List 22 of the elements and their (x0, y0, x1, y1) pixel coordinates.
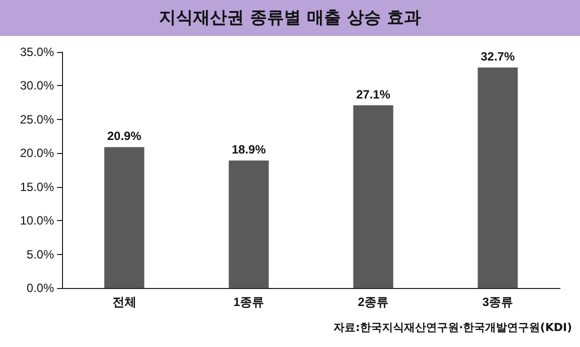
y-tick-label: 15.0% (20, 180, 54, 194)
data-label: 27.1% (356, 87, 391, 102)
x-tick-label: 3종류 (482, 295, 514, 309)
chart-title: 지식재산권 종류별 매출 상승 효과 (0, 0, 580, 36)
bar (353, 105, 394, 288)
bar (228, 160, 269, 288)
data-label: 32.7% (480, 50, 516, 64)
y-tick-label: 30.0% (20, 78, 54, 93)
y-tick-label: 5.0% (26, 247, 54, 262)
y-tick-label: 10.0% (20, 214, 54, 228)
y-tick-label: 0.0% (26, 281, 54, 295)
x-tick-label: 1종류 (233, 295, 264, 309)
x-tick-label: 2종류 (358, 295, 389, 309)
x-tick-label: 전체 (112, 295, 136, 309)
data-label: 18.9% (232, 142, 266, 157)
y-tick-label: 25.0% (20, 112, 54, 126)
data-label: 20.9% (107, 129, 142, 144)
bar (478, 68, 518, 288)
text: 자료:한국지식재산연구원·한국개발연구원(KDI) (334, 320, 572, 335)
y-tick-label: 20.0% (20, 146, 54, 160)
y-tick-label: 35.0% (20, 45, 54, 59)
bar (104, 147, 144, 288)
